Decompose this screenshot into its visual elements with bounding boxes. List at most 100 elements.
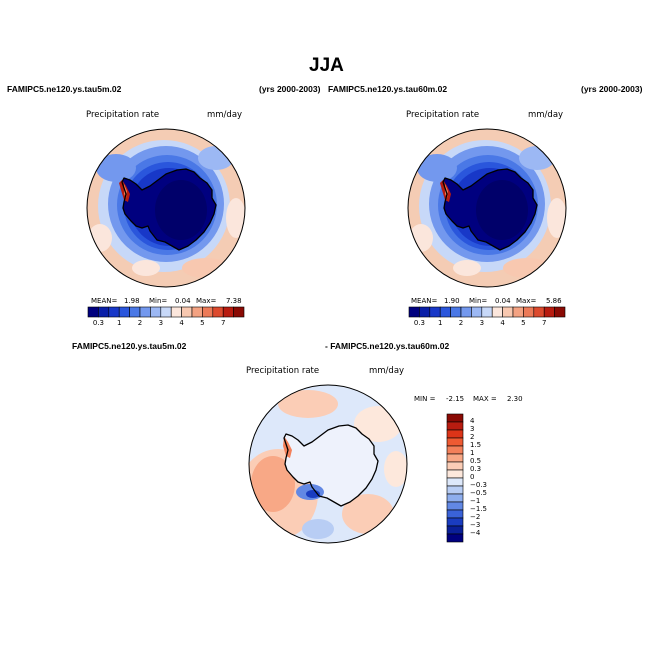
precip-patch: [226, 198, 245, 238]
antarctica-near-zero: [284, 425, 378, 506]
colorbar-swatch: [523, 306, 535, 318]
panel-right-min-label: Min=: [469, 297, 488, 305]
precip-patch: [417, 154, 457, 182]
colorbar-swatch: [446, 485, 464, 495]
panel-left-max-label: Max=: [196, 297, 217, 305]
colorbar-swatch: [533, 306, 545, 318]
colorbar-tick-label: 0.3: [470, 465, 482, 473]
panel-right-min-value: 0.04: [495, 297, 511, 305]
precip-map-tau60m: [407, 128, 567, 288]
colorbar-swatch: [439, 306, 451, 318]
panel-left-max-value: 7.38: [226, 297, 242, 305]
colorbar-swatch: [446, 517, 464, 527]
precip-patch: [547, 198, 566, 238]
colorbar-tick-label: 3: [479, 319, 485, 327]
colorbar-tick-label: 1: [470, 449, 475, 457]
colorbar-tick-label: 3: [158, 319, 164, 327]
panel-left-years-label: (yrs 2000-2003): [259, 84, 321, 94]
positive-difference-region: [384, 451, 407, 487]
colorbar-tick-label: −2: [470, 513, 481, 521]
diff-max-value: 2.30: [507, 395, 523, 403]
colorbar-difference: [446, 413, 464, 543]
precip-patch: [198, 146, 234, 170]
panel-left-units-label: mm/day: [207, 110, 243, 120]
antarctica-coastline: [121, 168, 217, 251]
colorbar-tick-label: 5: [521, 319, 526, 327]
colorbar-swatch: [481, 306, 493, 318]
colorbar-swatch: [108, 306, 120, 318]
colorbar-swatch: [212, 306, 224, 318]
panel-left-min-label: Min=: [149, 297, 168, 305]
panel-right-mean-label: MEAN=: [411, 297, 438, 305]
colorbar-tick-label: 1: [437, 319, 443, 327]
colorbar-swatch: [98, 306, 110, 318]
panel-left-variable-label: Precipitation rate: [86, 110, 160, 120]
panel-right-max-label: Max=: [516, 297, 537, 305]
colorbar-swatch: [446, 469, 464, 479]
colorbar-swatch: [471, 306, 483, 318]
panel-left-case-label: FAMIPC5.ne120.ys.tau5m.02: [7, 84, 122, 94]
colorbar-swatch: [118, 306, 130, 318]
precip-difference-map: [248, 384, 408, 544]
colorbar-swatch: [446, 493, 464, 503]
colorbar-tick-label: −1.5: [470, 505, 487, 513]
colorbar-tick-label: 0.5: [470, 457, 482, 465]
colorbar-swatch: [191, 306, 203, 318]
colorbar-swatch: [139, 306, 151, 318]
positive-difference-region: [278, 390, 338, 418]
colorbar-tick-label: 4: [500, 319, 505, 327]
colorbar-tick-label: 1.5: [470, 441, 482, 449]
colorbar-swatch: [446, 461, 464, 471]
map-border: [248, 384, 408, 544]
colorbar-swatch: [419, 306, 431, 318]
colorbar-swatch: [446, 477, 464, 487]
colorbar-swatch: [446, 421, 464, 431]
colorbar-swatch: [446, 445, 464, 455]
colorbar-swatch: [181, 306, 193, 318]
precip-patch: [519, 146, 555, 170]
colorbar-swatch: [460, 306, 472, 318]
colorbar-swatch: [446, 453, 464, 463]
precip-patch: [182, 258, 230, 278]
panel-right-units-label: mm/day: [528, 110, 564, 120]
colorbar-swatch: [446, 413, 464, 423]
colorbar-tick-label: 2: [470, 433, 475, 441]
colorbar-tick-label: 4: [470, 417, 475, 425]
colorbar-swatch: [170, 306, 182, 318]
colorbar-tick-label: 4: [179, 319, 184, 327]
precip-patch: [453, 260, 481, 276]
antarctica-coastline: [442, 168, 538, 251]
colorbar-swatch: [222, 306, 234, 318]
colorbar-swatch: [87, 306, 99, 318]
colorbar-swatch: [512, 306, 524, 318]
panel-right-years-label: (yrs 2000-2003): [581, 84, 643, 94]
colorbar-swatch: [450, 306, 462, 318]
panel-right-max-value: 5.86: [546, 297, 562, 305]
colorbar-swatch: [446, 437, 464, 447]
colorbar-swatch: [408, 306, 420, 318]
colorbar-swatch: [446, 525, 464, 535]
colorbar-swatch: [543, 306, 555, 318]
diff-min-label: MIN =: [414, 395, 436, 403]
colorbar-swatch: [502, 306, 514, 318]
diff-max-label: MAX =: [473, 395, 497, 403]
positive-difference-region: [251, 456, 295, 512]
colorbar-tick-label: 7: [220, 319, 226, 327]
antarctica-interior: [155, 180, 207, 240]
colorbar-swatch: [446, 509, 464, 519]
colorbar-tau60m: [408, 306, 566, 318]
precip-map-tau5m: [86, 128, 246, 288]
colorbar-tick-label: 2: [458, 319, 464, 327]
colorbar-tick-label: −1: [470, 497, 481, 505]
colorbar-tick-label: −0.5: [470, 489, 487, 497]
colorbar-swatch: [160, 306, 172, 318]
panel-left-min-value: 0.04: [175, 297, 191, 305]
colorbar-swatch: [446, 429, 464, 439]
precip-patch: [96, 154, 136, 182]
diff-units-label: mm/day: [369, 366, 405, 376]
negative-difference-region: [302, 519, 334, 539]
panel-right-variable-label: Precipitation rate: [406, 110, 480, 120]
colorbar-tick-label: 7: [541, 319, 547, 327]
colorbar-swatch: [491, 306, 503, 318]
panel-right-mean-value: 1.90: [444, 297, 460, 305]
